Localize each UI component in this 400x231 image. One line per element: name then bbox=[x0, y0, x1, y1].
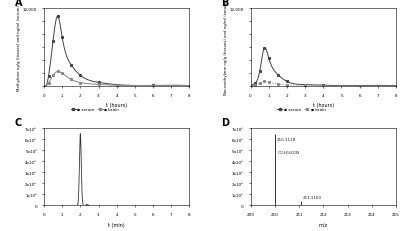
Text: D: D bbox=[222, 118, 230, 128]
Text: B: B bbox=[222, 0, 229, 8]
Y-axis label: Methylone ng/g (tissues) and ng/ml (serum): Methylone ng/g (tissues) and ng/ml (seru… bbox=[18, 5, 22, 91]
Text: 210.1128: 210.1128 bbox=[277, 137, 296, 141]
X-axis label: m/z: m/z bbox=[319, 222, 328, 227]
Legend: ◾ serum, ◾ brain: ◾ serum, ◾ brain bbox=[69, 106, 121, 113]
Text: 211.1160: 211.1160 bbox=[303, 195, 322, 199]
X-axis label: t (hours): t (hours) bbox=[106, 103, 127, 108]
Y-axis label: Nor-methylone ng/g (tissues) and ng/ml (serum): Nor-methylone ng/g (tissues) and ng/ml (… bbox=[224, 1, 228, 95]
Text: A: A bbox=[15, 0, 22, 8]
Legend: ◾ serum, ◾ brain: ◾ serum, ◾ brain bbox=[276, 106, 327, 113]
Text: C: C bbox=[15, 118, 22, 128]
Text: $\mathregular{C_{11}H_{16}O_2N}$: $\mathregular{C_{11}H_{16}O_2N}$ bbox=[277, 148, 300, 156]
X-axis label: t (hours): t (hours) bbox=[313, 103, 334, 108]
X-axis label: t (min): t (min) bbox=[108, 222, 125, 227]
